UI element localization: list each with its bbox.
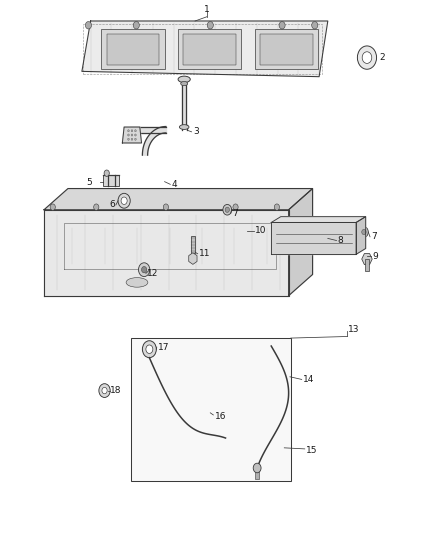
Polygon shape — [289, 189, 313, 296]
Text: 6: 6 — [109, 200, 115, 209]
Bar — [103, 175, 119, 186]
Text: 16: 16 — [215, 411, 226, 421]
Circle shape — [102, 387, 107, 394]
Ellipse shape — [181, 82, 187, 86]
Ellipse shape — [180, 125, 189, 130]
Text: 13: 13 — [348, 325, 360, 334]
Circle shape — [357, 46, 377, 69]
Polygon shape — [82, 21, 328, 77]
Polygon shape — [44, 189, 313, 210]
Circle shape — [134, 138, 136, 140]
Bar — [260, 34, 313, 65]
Circle shape — [104, 170, 110, 176]
Circle shape — [253, 463, 261, 473]
Circle shape — [99, 384, 110, 398]
Bar — [254, 29, 318, 69]
Bar — [191, 236, 195, 253]
Text: 4: 4 — [172, 180, 177, 189]
Text: 5: 5 — [86, 177, 92, 187]
Circle shape — [138, 263, 150, 277]
Text: 1: 1 — [204, 5, 210, 14]
Polygon shape — [271, 222, 356, 254]
Text: 7: 7 — [371, 232, 377, 241]
Polygon shape — [44, 210, 289, 296]
Circle shape — [362, 229, 366, 235]
Text: 15: 15 — [306, 446, 318, 455]
Circle shape — [207, 21, 213, 29]
Circle shape — [127, 138, 129, 140]
Bar — [83, 23, 322, 74]
Circle shape — [312, 21, 318, 29]
Text: 10: 10 — [255, 227, 267, 236]
Bar — [131, 338, 291, 481]
Circle shape — [360, 227, 368, 237]
Circle shape — [131, 130, 133, 132]
Circle shape — [279, 21, 285, 29]
Circle shape — [141, 266, 147, 273]
Circle shape — [233, 204, 238, 211]
Bar — [178, 29, 241, 69]
Text: 7: 7 — [232, 209, 238, 218]
Circle shape — [50, 204, 55, 211]
Circle shape — [225, 207, 230, 213]
Text: 14: 14 — [303, 375, 314, 384]
Text: 12: 12 — [147, 269, 159, 278]
Text: 2: 2 — [380, 53, 385, 62]
Circle shape — [134, 130, 136, 132]
Text: 3: 3 — [193, 127, 199, 136]
Circle shape — [131, 138, 133, 140]
Circle shape — [133, 21, 139, 29]
Circle shape — [134, 134, 136, 136]
Polygon shape — [271, 216, 366, 222]
Ellipse shape — [178, 76, 190, 83]
Circle shape — [223, 205, 232, 215]
Circle shape — [131, 134, 133, 136]
Bar — [107, 34, 159, 65]
Bar — [255, 471, 259, 479]
Text: 11: 11 — [199, 249, 211, 259]
Circle shape — [163, 204, 169, 211]
Circle shape — [85, 21, 92, 29]
Bar — [184, 34, 236, 65]
Polygon shape — [122, 127, 141, 143]
Circle shape — [146, 345, 153, 353]
Bar — [102, 29, 165, 69]
Text: 18: 18 — [110, 386, 121, 395]
Circle shape — [142, 341, 156, 358]
Text: 9: 9 — [372, 252, 378, 261]
Bar — [365, 259, 369, 271]
Circle shape — [121, 197, 127, 205]
Circle shape — [127, 130, 129, 132]
Polygon shape — [142, 126, 166, 155]
Text: 8: 8 — [338, 236, 343, 245]
Circle shape — [127, 134, 129, 136]
Polygon shape — [356, 216, 366, 254]
Circle shape — [94, 204, 99, 211]
Text: 17: 17 — [158, 343, 170, 352]
Circle shape — [118, 193, 130, 208]
Ellipse shape — [126, 278, 148, 287]
Circle shape — [274, 204, 279, 211]
Circle shape — [362, 52, 372, 63]
